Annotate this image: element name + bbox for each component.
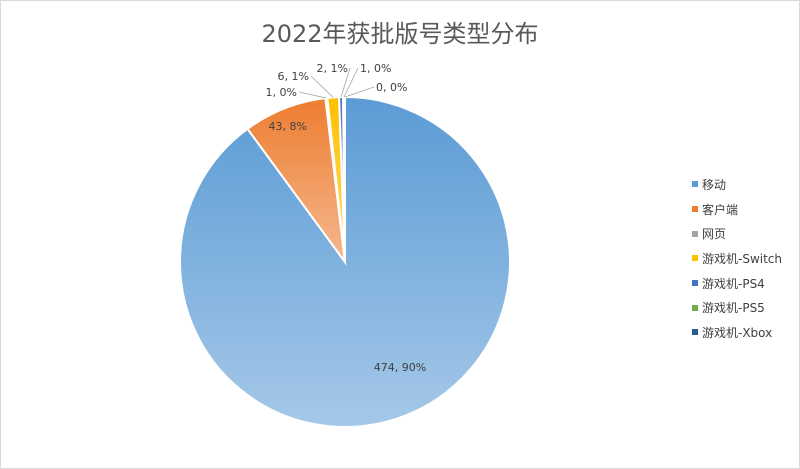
legend-item-4: 游戏机-PS4 bbox=[692, 271, 800, 296]
legend-item-2: 网页 bbox=[692, 221, 800, 246]
legend-label-0: 移动 bbox=[702, 177, 727, 192]
legend-swatch-1 bbox=[692, 206, 698, 213]
legend-label-2: 网页 bbox=[702, 227, 727, 242]
data-label-6: 0, 0% bbox=[376, 81, 407, 94]
leader-line-5 bbox=[343, 67, 359, 98]
legend-item-3: 游戏机-Switch bbox=[692, 246, 800, 271]
data-label-5: 1, 0% bbox=[360, 62, 391, 75]
data-label-4: 2, 1% bbox=[317, 62, 348, 75]
legend-item-1: 客户端 bbox=[692, 197, 800, 222]
legend-swatch-6 bbox=[692, 329, 698, 336]
legend-label-3: 游戏机-Switch bbox=[702, 251, 783, 266]
leader-line-3 bbox=[310, 75, 334, 98]
legend-label-6: 游戏机-Xbox bbox=[702, 325, 773, 340]
leader-line-4 bbox=[340, 67, 351, 98]
legend-swatch-0 bbox=[692, 181, 698, 188]
legend-item-0: 移动 bbox=[692, 172, 800, 197]
data-label-2: 1, 0% bbox=[266, 86, 297, 99]
legend-swatch-3 bbox=[692, 255, 698, 262]
legend-item-6: 游戏机-Xbox bbox=[692, 320, 800, 345]
chart-title: 2022年获批版号类型分布 bbox=[261, 20, 539, 48]
leader-line-6 bbox=[344, 86, 375, 98]
legend-label-1: 客户端 bbox=[702, 202, 739, 217]
data-label-1: 43, 8% bbox=[269, 120, 307, 133]
legend: 移动客户端网页游戏机-Switch 游戏机-PS4 游戏机-PS5 游戏机-Xbox bbox=[692, 172, 800, 345]
legend-label-4: 游戏机-PS4 bbox=[702, 276, 765, 291]
data-label-3: 6, 1% bbox=[278, 70, 309, 83]
legend-item-5: 游戏机-PS5 bbox=[692, 295, 800, 320]
legend-swatch-4 bbox=[692, 280, 698, 287]
legend-label-5: 游戏机-PS5 bbox=[702, 301, 765, 316]
leader-line-2 bbox=[298, 91, 327, 99]
legend-swatch-5 bbox=[692, 304, 698, 311]
legend-swatch-2 bbox=[692, 230, 698, 237]
data-label-0: 474, 90% bbox=[374, 361, 426, 374]
